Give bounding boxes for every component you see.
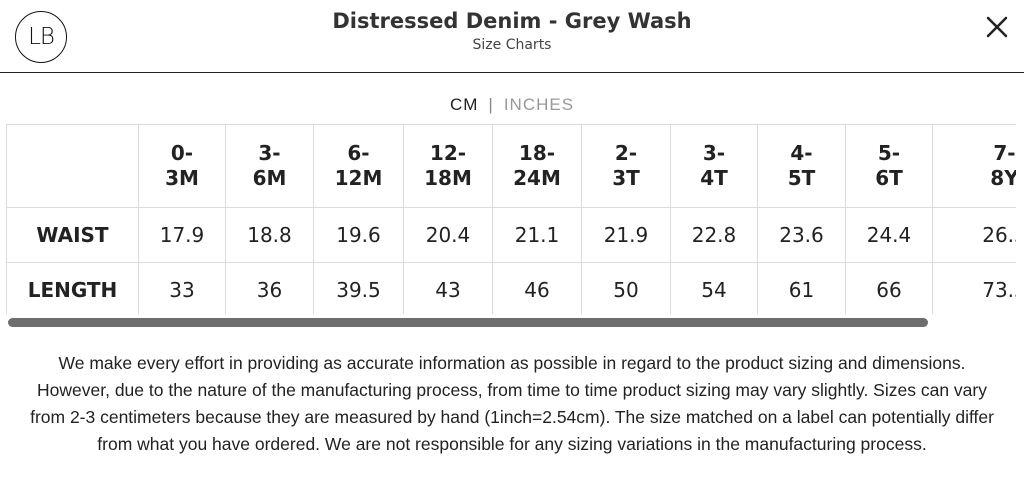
size-header-row: 0- 3M 3- 6M 6- 12M 12- 18M 18- 24M 2- 3T 3- 4T 4- 5T 5- 6…	[6, 124, 1016, 208]
unit-inches-option[interactable]: INCHES	[503, 95, 575, 114]
size-label-line: 4-	[790, 141, 813, 165]
unit-cm-option[interactable]: CM	[449, 95, 479, 114]
modal-header: LB Distressed Denim - Grey Wash Size Cha…	[0, 0, 1024, 73]
table-cell: 39.5	[313, 262, 404, 314]
size-header-cell: 7- 8Y	[932, 124, 1016, 208]
size-label-line: 2-	[614, 141, 638, 165]
size-header-cell: 6- 12M	[313, 124, 404, 208]
table-cell: 46	[492, 262, 582, 314]
size-label-line: 3-	[702, 141, 726, 165]
sizing-disclaimer: We make every effort in providing as acc…	[30, 353, 994, 454]
table-cell: 50	[581, 262, 671, 314]
size-label-line: 12M	[334, 166, 383, 190]
table-cell: 24.4	[845, 207, 933, 263]
size-header-cell: 3- 4T	[670, 124, 758, 208]
table-cell: 21.1	[492, 207, 582, 263]
size-label-line: 24M	[513, 166, 561, 190]
size-header-cell: 0- 3M	[138, 124, 226, 208]
table-cell: 36	[225, 262, 314, 314]
size-label-line: 6M	[252, 166, 287, 190]
table-row: WAIST 17.9 18.8 19.6 20.4 21.1 21.9 22.8 23.6 24…	[6, 207, 1016, 263]
size-label-line: 5-	[877, 141, 901, 165]
size-label-line: 6T	[875, 166, 903, 190]
size-label-line: 6-	[347, 141, 370, 165]
table-cell: 19.6	[313, 207, 404, 263]
table-cell: 22.8	[670, 207, 758, 263]
size-label-line: 12-	[429, 141, 467, 165]
table-cell: 20.4	[403, 207, 493, 263]
size-header-cell: 12- 18M	[403, 124, 493, 208]
size-table-scroll-area[interactable]: 0- 3M 3- 6M 6- 12M 12- 18M 18- 24M 2- 3T 3- 4T 4- 5T 5- 6…	[6, 124, 1016, 314]
modal-subtitle: Size Charts	[472, 37, 552, 53]
size-header-cell: 4- 5T	[757, 124, 846, 208]
row-label-waist: WAIST	[6, 207, 139, 263]
table-cell: 26.5	[932, 207, 1016, 263]
unit-toggle: CM | INCHES	[0, 95, 1024, 115]
size-label-line: 7-	[993, 141, 1016, 165]
table-cell: 61	[757, 262, 846, 314]
size-label-line: 3M	[165, 166, 199, 190]
table-cell: 17.9	[138, 207, 226, 263]
table-cell: 33	[138, 262, 226, 314]
size-label-line: 8Y	[990, 166, 1016, 190]
table-cell: 66	[845, 262, 933, 314]
table-cell: 18.8	[225, 207, 314, 263]
table-cell: 43	[403, 262, 493, 314]
row-label-length: LENGTH	[6, 262, 139, 314]
size-label-line: 3-	[258, 141, 281, 165]
table-cell: 54	[670, 262, 758, 314]
size-label-line: 5T	[787, 166, 816, 190]
size-label-line: 18M	[424, 166, 472, 190]
close-icon[interactable]	[982, 12, 1012, 42]
size-header-cell: 18- 24M	[492, 124, 582, 208]
size-header-cell: 5- 6T	[845, 124, 933, 208]
size-header-cell: 3- 6M	[225, 124, 314, 208]
brand-logo: LB	[15, 11, 67, 63]
table-cell: 73.5	[932, 262, 1016, 314]
table-cell: 21.9	[581, 207, 671, 263]
size-label-line: 0-	[170, 141, 194, 165]
product-title: Distressed Denim - Grey Wash	[332, 9, 692, 33]
unit-separator: |	[488, 95, 494, 114]
size-label-line: 4T	[700, 166, 728, 190]
horizontal-scrollbar[interactable]	[8, 318, 928, 327]
size-header-cell: 2- 3T	[581, 124, 671, 208]
size-chart-table: 0- 3M 3- 6M 6- 12M 12- 18M 18- 24M 2- 3T 3- 4T 4- 5T 5- 6…	[6, 124, 1016, 314]
size-label-line: 3T	[612, 166, 640, 190]
size-label-line: 18-	[518, 141, 556, 165]
table-cell: 23.6	[757, 207, 846, 263]
corner-cell	[6, 124, 139, 208]
